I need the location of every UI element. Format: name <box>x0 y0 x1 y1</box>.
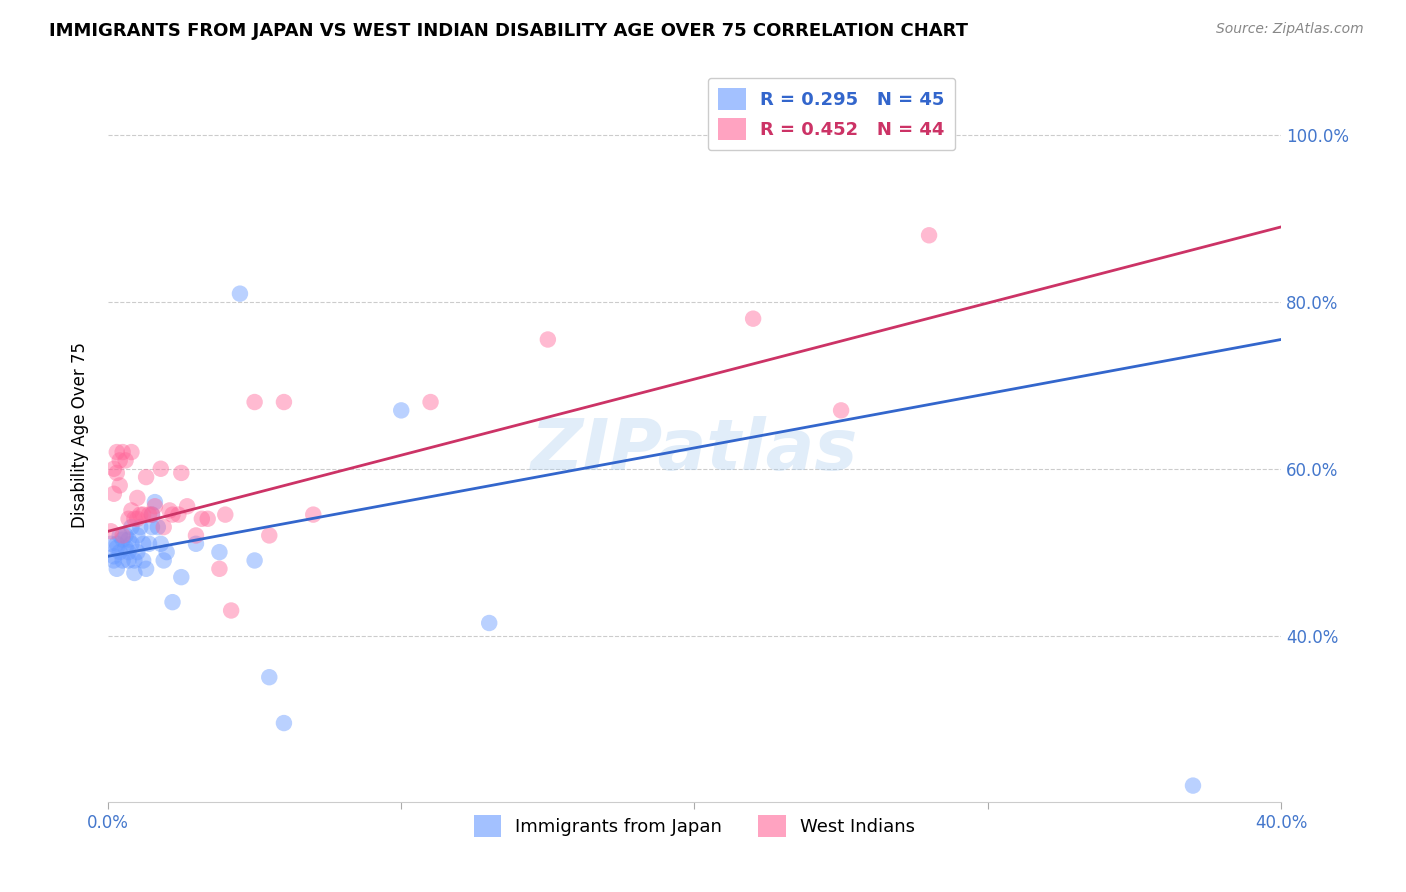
Point <box>273 395 295 409</box>
Point <box>156 545 179 559</box>
Point <box>273 716 295 731</box>
Point <box>141 508 163 522</box>
Legend: Immigrants from Japan, West Indians: Immigrants from Japan, West Indians <box>467 808 922 845</box>
Point <box>419 395 441 409</box>
Point <box>141 508 163 522</box>
Point <box>132 508 155 522</box>
Point <box>184 537 207 551</box>
Point <box>830 403 852 417</box>
Point <box>152 520 174 534</box>
Text: Source: ZipAtlas.com: Source: ZipAtlas.com <box>1216 22 1364 37</box>
Point <box>742 311 765 326</box>
Point <box>170 570 193 584</box>
Point <box>162 508 184 522</box>
Point <box>124 512 146 526</box>
Point <box>105 537 128 551</box>
Point <box>214 508 236 522</box>
Point <box>120 445 142 459</box>
Point <box>132 553 155 567</box>
Point <box>208 545 231 559</box>
Point <box>108 453 131 467</box>
Point <box>191 512 214 526</box>
Point <box>135 562 157 576</box>
Point <box>149 537 172 551</box>
Point <box>149 462 172 476</box>
Point <box>111 533 134 547</box>
Point <box>259 528 281 542</box>
Point <box>105 445 128 459</box>
Point <box>132 537 155 551</box>
Point <box>114 453 136 467</box>
Point <box>124 566 146 580</box>
Point <box>103 487 125 501</box>
Point <box>152 553 174 567</box>
Point <box>108 545 131 559</box>
Point <box>197 512 219 526</box>
Point <box>170 466 193 480</box>
Point <box>141 520 163 534</box>
Point <box>208 562 231 576</box>
Point <box>103 549 125 564</box>
Point <box>120 503 142 517</box>
Point <box>117 512 139 526</box>
Point <box>127 528 149 542</box>
Text: IMMIGRANTS FROM JAPAN VS WEST INDIAN DISABILITY AGE OVER 75 CORRELATION CHART: IMMIGRANTS FROM JAPAN VS WEST INDIAN DIS… <box>49 22 969 40</box>
Point <box>108 478 131 492</box>
Point <box>918 228 941 243</box>
Point <box>114 541 136 555</box>
Point <box>167 508 190 522</box>
Point <box>105 562 128 576</box>
Point <box>478 615 501 630</box>
Point <box>159 503 181 517</box>
Point <box>219 603 242 617</box>
Y-axis label: Disability Age Over 75: Disability Age Over 75 <box>72 343 89 528</box>
Point <box>111 445 134 459</box>
Point <box>105 466 128 480</box>
Point <box>129 520 152 534</box>
Point <box>176 500 198 514</box>
Point <box>229 286 252 301</box>
Point <box>111 528 134 542</box>
Point <box>103 553 125 567</box>
Point <box>537 333 560 347</box>
Point <box>143 500 166 514</box>
Point <box>120 520 142 534</box>
Point <box>889 128 911 143</box>
Point <box>243 553 266 567</box>
Point <box>111 553 134 567</box>
Point <box>138 508 160 522</box>
Point <box>127 512 149 526</box>
Point <box>143 495 166 509</box>
Point <box>100 537 122 551</box>
Point <box>146 520 169 534</box>
Point <box>135 470 157 484</box>
Point <box>103 462 125 476</box>
Point <box>117 533 139 547</box>
Point <box>389 403 412 417</box>
Point <box>117 553 139 567</box>
Point <box>108 528 131 542</box>
Point <box>124 553 146 567</box>
Point <box>302 508 325 522</box>
Point <box>114 528 136 542</box>
Point <box>127 545 149 559</box>
Point <box>100 524 122 539</box>
Point <box>127 491 149 505</box>
Point <box>117 545 139 559</box>
Point <box>184 528 207 542</box>
Point <box>105 541 128 555</box>
Point <box>259 670 281 684</box>
Text: ZIPatlas: ZIPatlas <box>531 416 858 484</box>
Point <box>138 537 160 551</box>
Point <box>162 595 184 609</box>
Point <box>120 537 142 551</box>
Point <box>129 508 152 522</box>
Point <box>243 395 266 409</box>
Point <box>1181 779 1204 793</box>
